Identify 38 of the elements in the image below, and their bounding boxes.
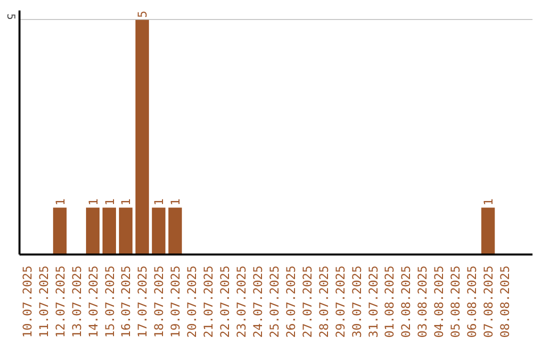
x-tick-label: 22.07.2025 bbox=[218, 265, 232, 338]
x-tick-label: 12.07.2025 bbox=[53, 265, 68, 338]
x-tick-label: 13.07.2025 bbox=[70, 265, 84, 338]
x-tick-label: 04.08.2025 bbox=[432, 265, 446, 338]
x-tick-label: 23.07.2025 bbox=[234, 265, 249, 338]
data-label: 1 bbox=[482, 198, 496, 206]
x-tick-label: 10.07.2025 bbox=[20, 265, 34, 338]
x-tick-label: 05.08.2025 bbox=[448, 265, 463, 338]
data-label: 1 bbox=[102, 198, 117, 206]
x-tick-label: 01.08.2025 bbox=[382, 265, 397, 338]
data-label: 1 bbox=[53, 198, 68, 206]
x-tick-label: 11.07.2025 bbox=[36, 265, 51, 338]
x-tick-label: 28.07.2025 bbox=[316, 265, 331, 338]
x-tick-label: 20.07.2025 bbox=[185, 265, 200, 338]
x-tick-label: 03.08.2025 bbox=[416, 265, 430, 338]
x-tick-label: 06.08.2025 bbox=[465, 265, 480, 338]
x-tick-label: 31.07.2025 bbox=[366, 265, 380, 338]
x-tick-label: 24.07.2025 bbox=[250, 265, 265, 338]
data-label: 1 bbox=[119, 198, 134, 206]
x-tick-label: 21.07.2025 bbox=[202, 265, 216, 338]
x-tick-label: 02.08.2025 bbox=[399, 265, 414, 338]
x-tick-label: 26.07.2025 bbox=[284, 265, 298, 338]
x-tick-label: 07.08.2025 bbox=[482, 265, 496, 338]
x-tick-label: 30.07.2025 bbox=[350, 265, 364, 338]
x-tick-label: 25.07.2025 bbox=[267, 265, 282, 338]
x-tick-label: 18.07.2025 bbox=[152, 265, 166, 338]
x-tick-label: 27.07.2025 bbox=[300, 265, 314, 338]
data-label: 5 bbox=[136, 10, 150, 18]
x-tick-label: 17.07.2025 bbox=[136, 265, 150, 338]
x-tick-label: 29.07.2025 bbox=[333, 265, 348, 338]
x-tick-label: 15.07.2025 bbox=[102, 265, 117, 338]
data-label: 1 bbox=[168, 198, 183, 206]
x-tick-label: 16.07.2025 bbox=[119, 265, 134, 338]
data-label: 1 bbox=[86, 198, 100, 206]
x-tick-label: 19.07.2025 bbox=[168, 265, 183, 338]
data-label: 1 bbox=[152, 198, 166, 206]
x-tick-label: 08.08.2025 bbox=[498, 265, 512, 338]
x-tick-label: 14.07.2025 bbox=[86, 265, 100, 338]
